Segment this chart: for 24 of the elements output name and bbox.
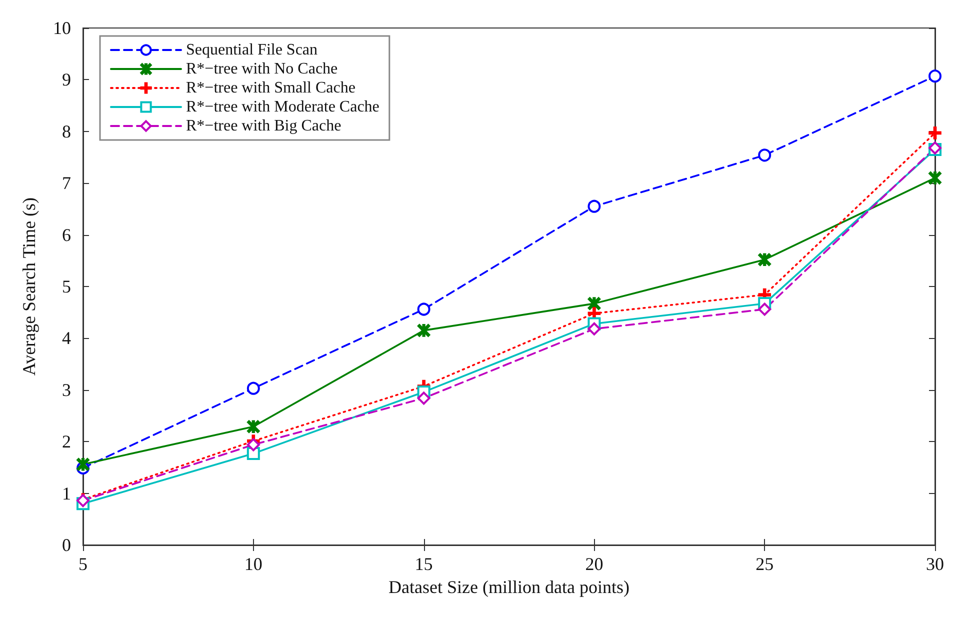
- y-tick-label: 0: [62, 535, 71, 555]
- legend-label: R*−tree with No Cache: [186, 60, 338, 78]
- y-tick-label: 4: [62, 328, 71, 348]
- x-tick-label: 5: [78, 554, 88, 574]
- legend-label: R*−tree with Big Cache: [186, 118, 342, 134]
- y-tick-label: 8: [62, 121, 71, 142]
- x-tick-label: 15: [414, 554, 433, 574]
- y-tick-label: 6: [62, 224, 71, 245]
- legend-label: R*−tree with Small Cache: [186, 80, 356, 96]
- legend-label: R*−tree with Moderate Cache: [186, 98, 380, 116]
- y-tick-label: 5: [62, 276, 71, 296]
- x-axis-title: Dataset Size (million data points): [388, 576, 630, 597]
- y-tick-label: 9: [62, 70, 71, 90]
- y-tick-label: 1: [62, 483, 71, 504]
- x-tick-label: 30: [926, 554, 944, 574]
- x-tick-label: 20: [585, 554, 604, 574]
- y-tick-label: 3: [62, 380, 71, 400]
- y-axis-title: Average Search Time (s): [19, 197, 39, 376]
- x-tick-label: 10: [244, 554, 262, 574]
- legend-label: Sequential File Scan: [186, 42, 318, 58]
- y-tick-label: 7: [62, 173, 71, 194]
- y-tick-label: 2: [62, 432, 71, 452]
- x-tick-label: 25: [756, 554, 774, 574]
- y-tick-label: 10: [53, 18, 71, 38]
